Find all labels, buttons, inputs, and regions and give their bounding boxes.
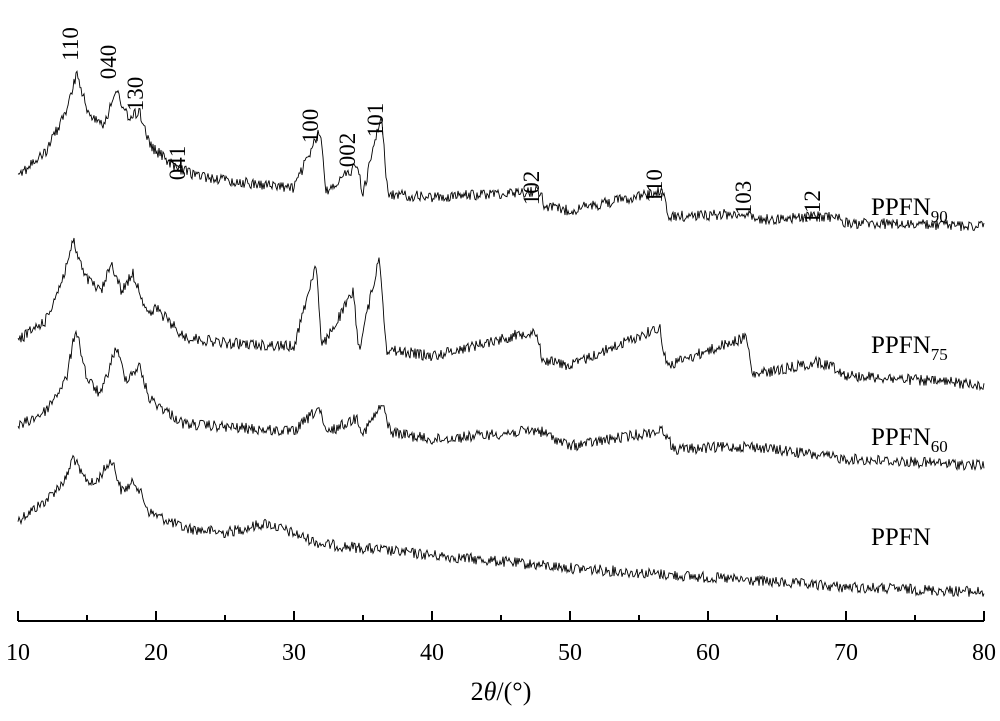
peak-label: 110 bbox=[642, 169, 667, 203]
series-trace-ppfn75 bbox=[17, 237, 985, 391]
x-tick-label: 10 bbox=[6, 640, 30, 666]
x-tick-label: 30 bbox=[282, 640, 306, 666]
x-tick-label: 80 bbox=[972, 640, 996, 666]
series-trace-ppfn bbox=[17, 454, 985, 598]
peak-label: 041 bbox=[165, 146, 190, 181]
x-tick-labels-group: 10 20 30 40 50 60 70 80 bbox=[6, 640, 996, 666]
traces-group bbox=[17, 70, 985, 598]
peak-label: 002 bbox=[335, 133, 360, 168]
x-tick-label: 40 bbox=[420, 640, 444, 666]
series-label-ppfn90: PPFN90 bbox=[871, 194, 948, 226]
series-trace-ppfn90 bbox=[17, 70, 985, 232]
peak-label: 102 bbox=[519, 171, 544, 206]
peak-label: 101 bbox=[363, 103, 388, 138]
peak-label: 040 bbox=[96, 45, 121, 80]
series-trace-ppfn60 bbox=[17, 329, 985, 472]
x-tick-label: 70 bbox=[834, 640, 858, 666]
peak-label: 110 bbox=[58, 27, 83, 61]
x-tick-label: 20 bbox=[144, 640, 168, 666]
peak-label: 103 bbox=[731, 181, 756, 216]
series-label-ppfn75: PPFN75 bbox=[871, 332, 948, 364]
series-labels-group: PPFN PPFN60 PPFN75 PPFN90 bbox=[871, 194, 948, 551]
x-axis-label: 2θ/(°) bbox=[471, 677, 532, 706]
x-ticks-group bbox=[17, 611, 985, 621]
x-tick-label: 60 bbox=[696, 640, 720, 666]
x-tick-label: 50 bbox=[558, 640, 582, 666]
peak-label: 100 bbox=[298, 109, 323, 144]
peak-label: 112 bbox=[800, 190, 825, 224]
peak-label: 130 bbox=[123, 77, 148, 112]
series-label-ppfn60: PPFN60 bbox=[871, 424, 948, 456]
series-label-ppfn: PPFN bbox=[871, 524, 931, 551]
